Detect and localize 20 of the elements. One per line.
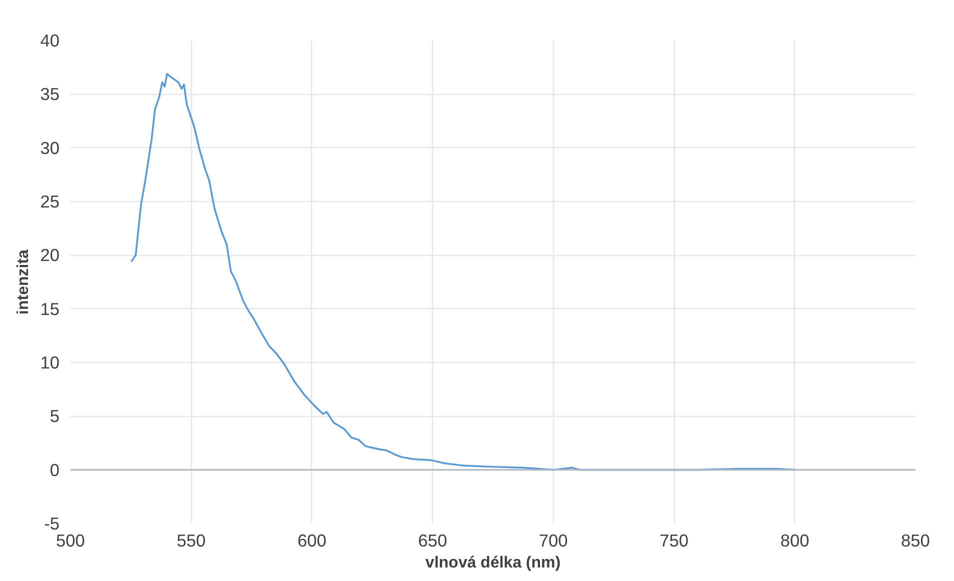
y-tick-label: 30 — [40, 138, 60, 158]
y-tick-label: 25 — [40, 192, 60, 212]
y-axis-title: intenzita — [15, 249, 32, 314]
y-tick-label: 40 — [40, 30, 60, 50]
x-tick-label: 850 — [901, 530, 930, 550]
y-tick-label: 0 — [50, 460, 60, 480]
x-tick-label: 750 — [660, 530, 689, 550]
x-tick-label: 700 — [538, 530, 568, 550]
y-tick-label: 20 — [40, 245, 60, 266]
x-tick-label: 500 — [56, 530, 85, 550]
x-tick-label: 600 — [297, 530, 326, 550]
y-tick-label: 15 — [40, 298, 60, 319]
y-tick-label: 10 — [40, 352, 60, 372]
x-tick-label: 650 — [418, 530, 448, 550]
y-tick-label: 5 — [50, 406, 60, 426]
y-tick-label: -5 — [44, 514, 60, 534]
y-tick-label: 35 — [40, 84, 60, 104]
x-tick-label: 800 — [780, 530, 810, 550]
x-tick-label: 550 — [176, 530, 206, 550]
x-axis-title: vlnová délka (nm) — [425, 554, 561, 572]
